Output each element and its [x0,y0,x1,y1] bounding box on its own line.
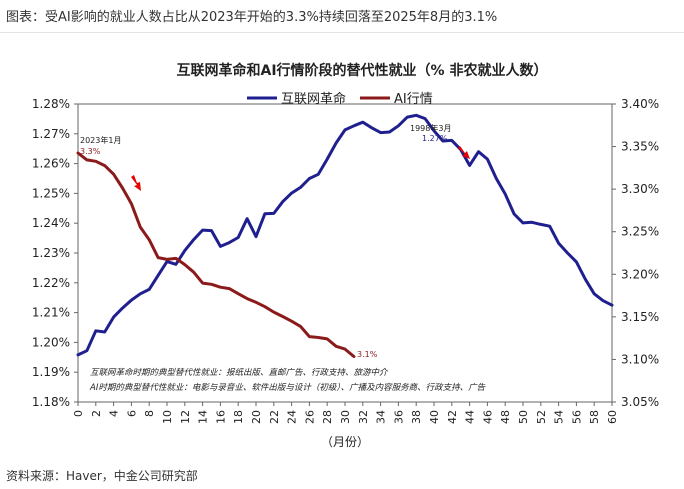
x-tick-label: 20 [250,410,263,424]
annotation-peak-value: 1.27% [422,134,448,143]
plot-frame [77,103,613,403]
x-tick-label: 36 [392,410,405,424]
y-axis-right: 3.05% 3.10% 3.15% 3.20% 3.25% 3.30% 3.35% 3.40% [612,97,659,409]
y-right-tick-label: 3.10% [621,352,659,366]
y-right-tick-label: 3.25% [621,225,659,239]
x-tick-label: 10 [161,410,174,424]
annotation-start-date: 2023年1月 [80,135,121,145]
y-right-tick-label: 3.15% [621,310,659,324]
x-tick-label: 32 [357,410,370,424]
series-line-ai [76,151,356,358]
x-tick-label: 52 [535,410,548,424]
figure-caption: 图表：受AI影响的就业人数占比从2023年开始的3.3%持续回落至2025年8月… [6,10,498,25]
x-tick-label: 18 [232,410,245,424]
x-tick-label: 4 [108,410,121,417]
y-left-tick-label: 1.20% [32,335,70,349]
x-tick-label: 60 [606,410,619,424]
y-right-tick-label: 3.05% [621,395,659,409]
y-left-tick-label: 1.22% [32,276,70,290]
x-tick-label: 38 [410,410,423,424]
x-tick-label: 28 [321,410,334,424]
x-tick-label: 48 [499,410,512,424]
arrow-down-icon [131,175,141,191]
y-left-tick-label: 1.27% [32,127,70,141]
x-tick-label: 14 [197,410,210,424]
y-right-tick-label: 3.20% [621,267,659,281]
x-axis: 0 2 4 6 8 10 12 14 16 18 20 22 24 26 28 30 32 34 36 38 40 42 4… [72,402,619,424]
legend: 互联网革命 AI行情 [247,91,433,107]
annotation-end-value: 3.1% [357,350,378,359]
legend-label-internet: 互联网革命 [281,91,346,107]
annotation-peak-date: 1998年3月 [410,123,451,133]
chart-title: 互联网革命和AI行情阶段的替代性就业（% 非农就业人数） [177,62,548,79]
note-ai: AI时期的典型替代性就业：电影与录音业、软件出版与设计（初级）、广播及内容服务商… [89,382,486,393]
y-left-tick-label: 1.19% [32,365,70,379]
x-tick-label: 0 [72,410,85,417]
caption-divider [0,32,684,33]
y-left-tick-label: 1.23% [32,246,70,260]
x-axis-label: （月份） [321,435,369,449]
x-tick-label: 34 [375,410,388,424]
x-tick-label: 22 [268,410,281,424]
series-lines [76,113,614,358]
arrow-down-right-icon [458,146,470,159]
y-right-tick-label: 3.35% [621,140,659,154]
x-tick-label: 42 [446,410,459,424]
x-tick-label: 24 [286,410,299,424]
x-tick-label: 26 [303,410,316,424]
annotations: 2023年1月 3.3% 3.1% 1998年3月 1.27% 互联网革命时期的… [80,123,486,393]
x-tick-label: 58 [588,410,601,424]
y-left-tick-label: 1.25% [32,186,70,200]
x-tick-label: 50 [517,410,530,424]
legend-label-ai: AI行情 [394,92,433,107]
y-right-tick-label: 3.30% [621,182,659,196]
source-note: 资料来源：Haver，中金公司研究部 [6,469,198,483]
y-axis-left: 1.18% 1.19% 1.20% 1.21% 1.22% 1.23% 1.24% 1.25%… [32,97,78,409]
annotation-start-value: 3.3% [80,147,101,156]
y-left-tick-label: 1.26% [32,157,70,171]
y-left-tick-label: 1.24% [32,216,70,230]
x-tick-label: 8 [143,410,156,417]
x-tick-label: 40 [428,410,441,424]
x-tick-label: 12 [179,410,192,424]
x-tick-label: 44 [464,410,477,424]
note-internet: 互联网革命时期的典型替代性就业：报纸出版、直邮广告、行政支持、旅游中介 [90,367,389,378]
y-left-tick-label: 1.21% [32,306,70,320]
x-tick-label: 54 [553,410,566,424]
x-tick-label: 56 [570,410,583,424]
y-right-tick-label: 3.40% [621,97,659,111]
y-left-tick-label: 1.18% [32,395,70,409]
x-tick-label: 6 [125,410,138,417]
x-tick-label: 46 [481,410,494,424]
series-line-internet [76,113,614,357]
x-tick-label: 16 [214,410,227,424]
x-tick-label: 2 [90,410,103,417]
x-tick-label: 30 [339,410,352,424]
y-left-tick-label: 1.28% [32,97,70,111]
